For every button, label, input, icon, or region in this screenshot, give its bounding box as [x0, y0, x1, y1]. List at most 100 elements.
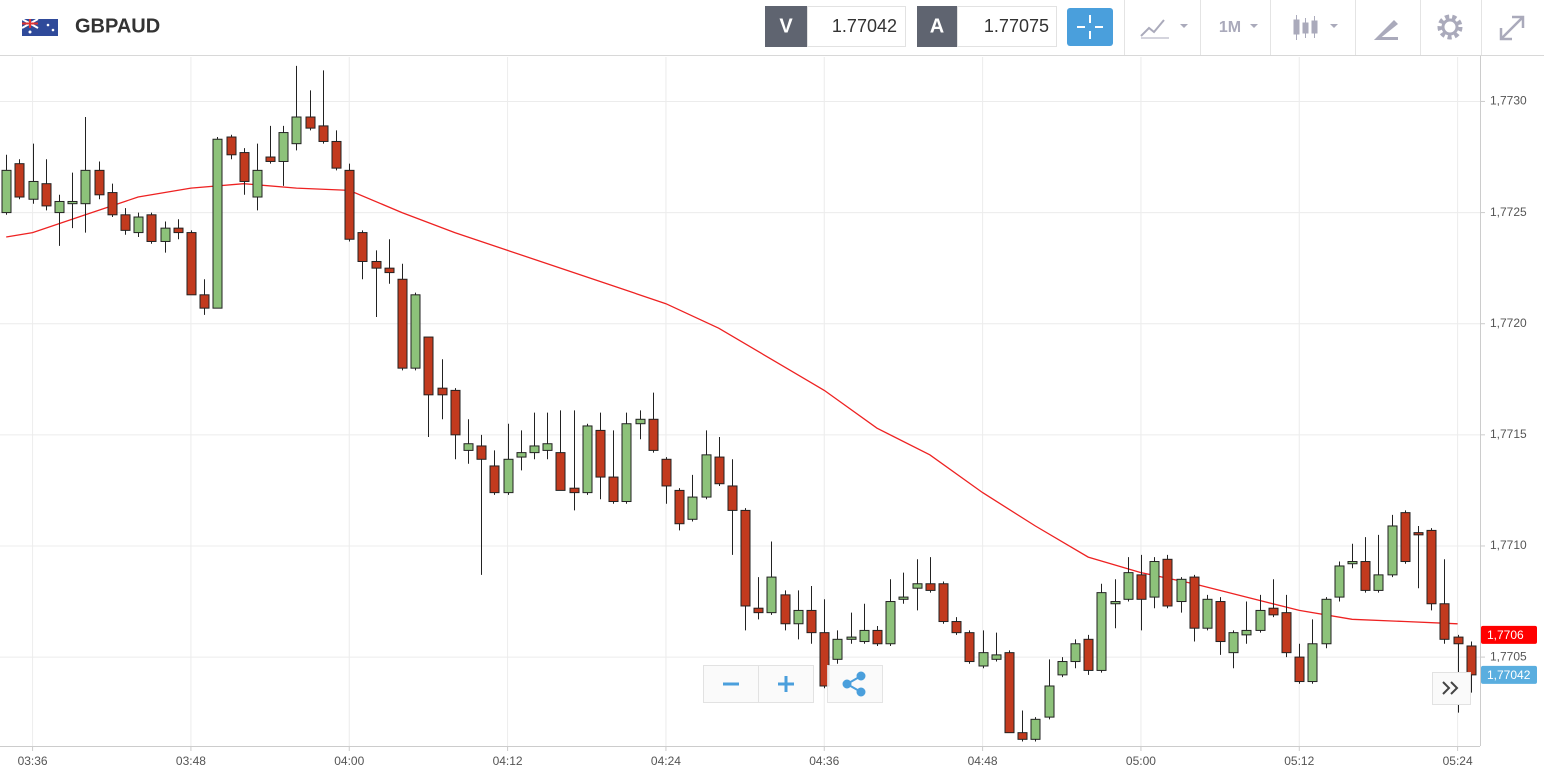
candle-body [1017, 732, 1028, 740]
ask-button[interactable] [917, 6, 957, 47]
y-tick-label: 1,7710 [1490, 538, 1527, 552]
settings-button[interactable] [1437, 14, 1463, 40]
y-tick-label: 1,7730 [1490, 94, 1527, 108]
x-tick-label: 04:36 [809, 754, 839, 768]
candle-body [1123, 572, 1134, 600]
x-tick-label: 04:00 [334, 754, 364, 768]
moving-average-line [6, 183, 1458, 625]
scroll-end-icon [1442, 681, 1459, 695]
candle-body [1281, 612, 1292, 654]
candle-body [146, 214, 157, 242]
ask-price: 1.77075 [984, 16, 1049, 36]
candle-body [1413, 532, 1424, 536]
share-icon [842, 671, 866, 697]
toolbar: GBPAUD V 1.77042 A 1.77075 1M [0, 0, 1544, 56]
candle-body [1, 169, 12, 214]
candle-body [1255, 609, 1266, 631]
candle-body [476, 445, 487, 460]
price-tag-label: 1,77042 [1487, 668, 1531, 682]
y-tick-label: 1,7715 [1490, 427, 1527, 441]
bid-price: 1.77042 [832, 16, 897, 36]
share-button[interactable] [827, 665, 883, 703]
y-tick-label: 1,7720 [1490, 316, 1527, 330]
candle-body [1110, 601, 1121, 605]
candle-body [265, 156, 276, 162]
candle-body [226, 136, 237, 156]
x-tick-label: 05:24 [1443, 754, 1473, 768]
candle-body [859, 629, 870, 643]
candle-body [1466, 645, 1477, 676]
candle-body [674, 489, 685, 525]
candle-body [912, 583, 923, 589]
candle-body [582, 425, 593, 494]
plot [1, 65, 1477, 742]
candle-body [1453, 636, 1464, 645]
candle-body [516, 452, 527, 458]
candle-body [687, 496, 698, 520]
candle-body [397, 278, 408, 369]
candle-body [80, 169, 91, 205]
candle-body [1268, 607, 1279, 616]
candle-body [635, 418, 646, 425]
candle-body [753, 607, 764, 614]
candle-body [780, 594, 791, 625]
chart-type-button[interactable] [1140, 19, 1188, 39]
x-tick-label: 05:00 [1126, 754, 1156, 768]
price-tag-label: 1,7706 [1487, 628, 1524, 642]
candle-body [1347, 561, 1358, 565]
candle-body [1373, 574, 1384, 591]
candle-body [766, 576, 777, 614]
candle-body [54, 200, 65, 214]
candle-body [1321, 598, 1332, 645]
candle-body [67, 200, 78, 205]
candle-body [793, 609, 804, 625]
candle-body [1334, 565, 1345, 598]
crosshair-button[interactable] [1067, 8, 1113, 46]
candle-body [872, 629, 883, 645]
candle-body [1136, 574, 1147, 600]
candle-body [107, 192, 118, 216]
candle-body [555, 452, 566, 491]
fullscreen-button[interactable] [1499, 15, 1525, 41]
candle-body [1294, 656, 1305, 683]
candle-body [1360, 561, 1371, 591]
candle-body [714, 456, 725, 485]
candle-body [1070, 643, 1081, 663]
flag-icon [21, 18, 58, 36]
candle-style-button[interactable] [1293, 15, 1338, 40]
candle-body [371, 260, 382, 269]
candle-body [1307, 643, 1318, 683]
candle-body [648, 418, 659, 451]
axes: 1,7705 1,7710 1,7715 1,7720 1,7725 1,7730 03:3… [18, 94, 1537, 768]
candle-body [463, 443, 474, 451]
candle-body [384, 267, 395, 274]
draw-tool-button[interactable] [1374, 20, 1398, 40]
candle-body [437, 387, 448, 396]
candle-body [1202, 598, 1213, 629]
bid-box [807, 6, 906, 47]
ask-label: A [930, 15, 944, 37]
candle-body [819, 632, 830, 687]
timeframe-button[interactable]: 1M [1219, 19, 1258, 36]
candle-body [1004, 652, 1015, 734]
scroll-end-button[interactable] [1432, 672, 1471, 705]
y-tick-label: 1,7725 [1490, 205, 1527, 219]
x-tick-label: 04:24 [651, 754, 681, 768]
candle-body [28, 180, 39, 200]
candle-body [1241, 629, 1252, 636]
candle-body [1057, 661, 1068, 676]
candle-body [1387, 525, 1398, 576]
candle-body [595, 429, 606, 478]
x-tick-label: 04:12 [493, 754, 523, 768]
bid-button[interactable] [765, 6, 807, 47]
zoom-controls [703, 665, 1471, 705]
x-tick-label: 04:48 [968, 754, 998, 768]
candle-body [1215, 601, 1226, 643]
candle-body [951, 621, 962, 634]
candle-body [357, 232, 368, 262]
candle-body [938, 583, 949, 623]
candle-body [832, 638, 843, 660]
candle-body [1149, 561, 1160, 598]
